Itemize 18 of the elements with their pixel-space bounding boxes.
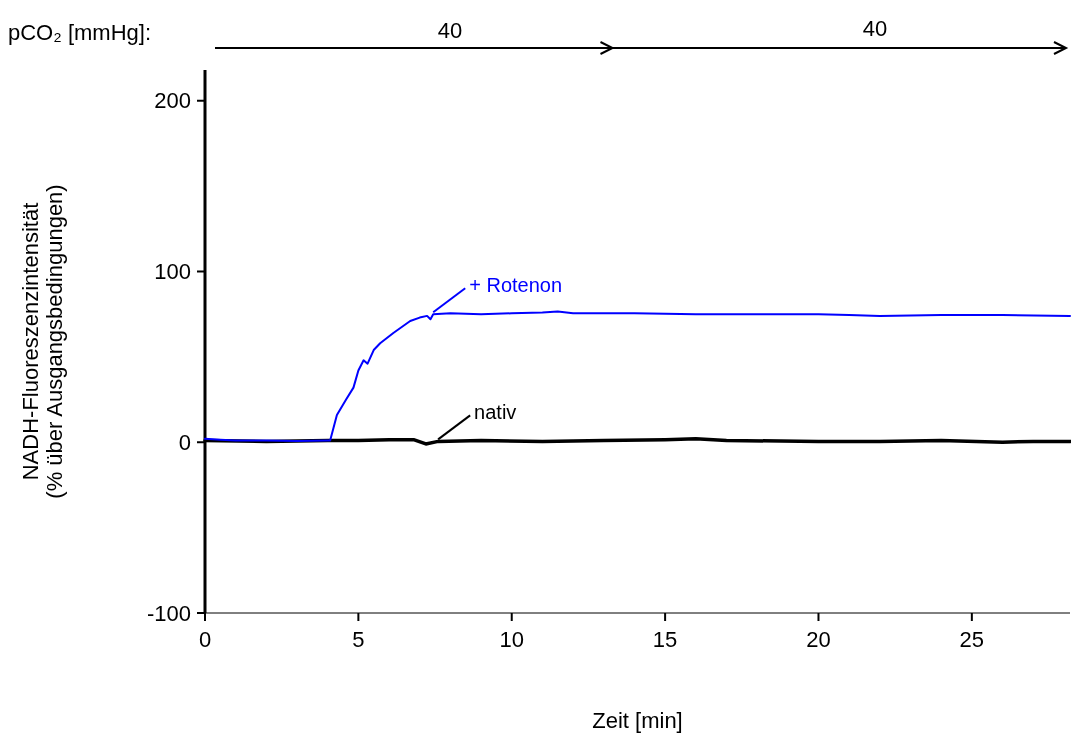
x-axis-title: Zeit [min] [592,708,683,733]
y-axis-title: NADH-Fluoreszenzintensität (% über Ausgangsbedingungen) [18,184,67,499]
x-tick-label: 25 [959,627,985,652]
series-label: + Rotenon [469,274,563,297]
text: 40 [862,16,888,41]
text: pCO₂ [mmHg]: [8,20,151,45]
y-tick-label: 200 [154,88,191,114]
series-label: nativ [474,401,517,424]
y-tick-label: 0 [178,429,191,455]
x-tick-label: 15 [652,627,678,652]
line-series [204,310,1071,442]
x-tick-label: 0 [198,627,212,652]
text: 40 [437,18,463,43]
y-tick-label: 100 [154,259,191,285]
x-tick-label: 20 [806,627,831,652]
x-tick-label: 10 [499,627,524,652]
x-tick-label: 5 [352,627,365,652]
y-tick-label: -100 [146,600,191,626]
